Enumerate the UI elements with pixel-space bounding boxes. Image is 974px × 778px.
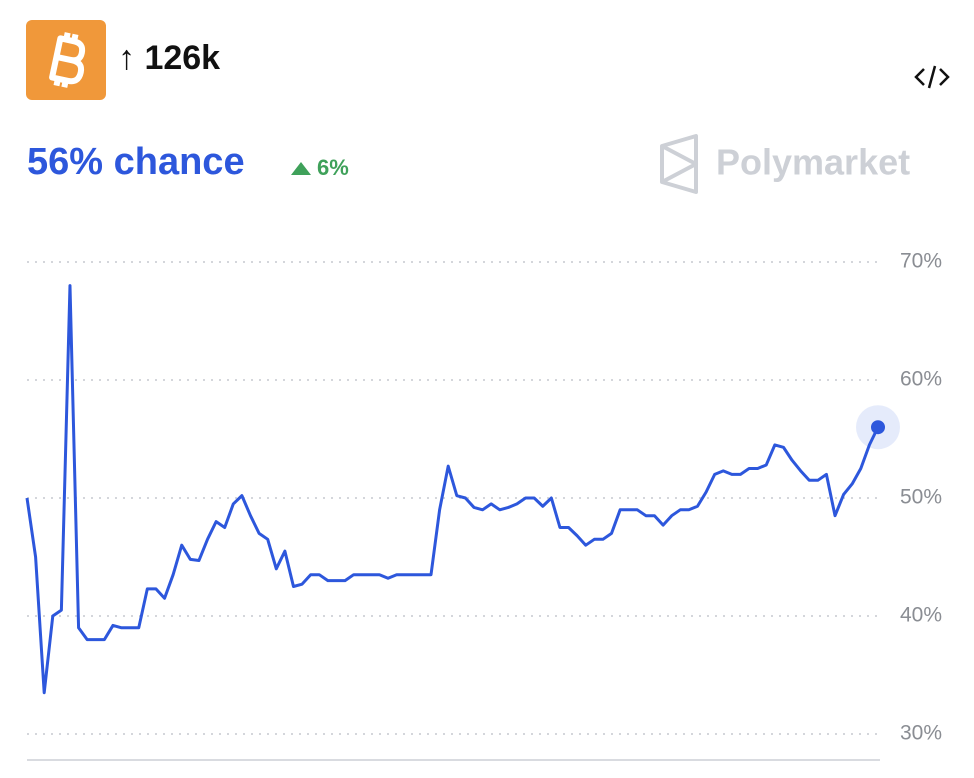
brand-logo	[660, 134, 698, 194]
y-tick-label: 40%	[900, 604, 942, 627]
y-tick-label: 70%	[900, 250, 942, 273]
y-tick-label: 60%	[900, 368, 942, 391]
y-tick-label: 30%	[900, 722, 942, 745]
line	[25, 284, 880, 695]
up-triangle	[291, 162, 311, 175]
y-tick-label: 50%	[900, 486, 942, 509]
market-title: ↑ 126k	[118, 39, 220, 77]
embed-icon[interactable]	[914, 65, 950, 89]
change: 6%	[317, 155, 349, 180]
last-point	[871, 420, 885, 435]
brand: Polymarket	[716, 142, 910, 183]
bitcoin-glyph	[49, 32, 86, 88]
headline: 56% chance	[27, 141, 245, 183]
